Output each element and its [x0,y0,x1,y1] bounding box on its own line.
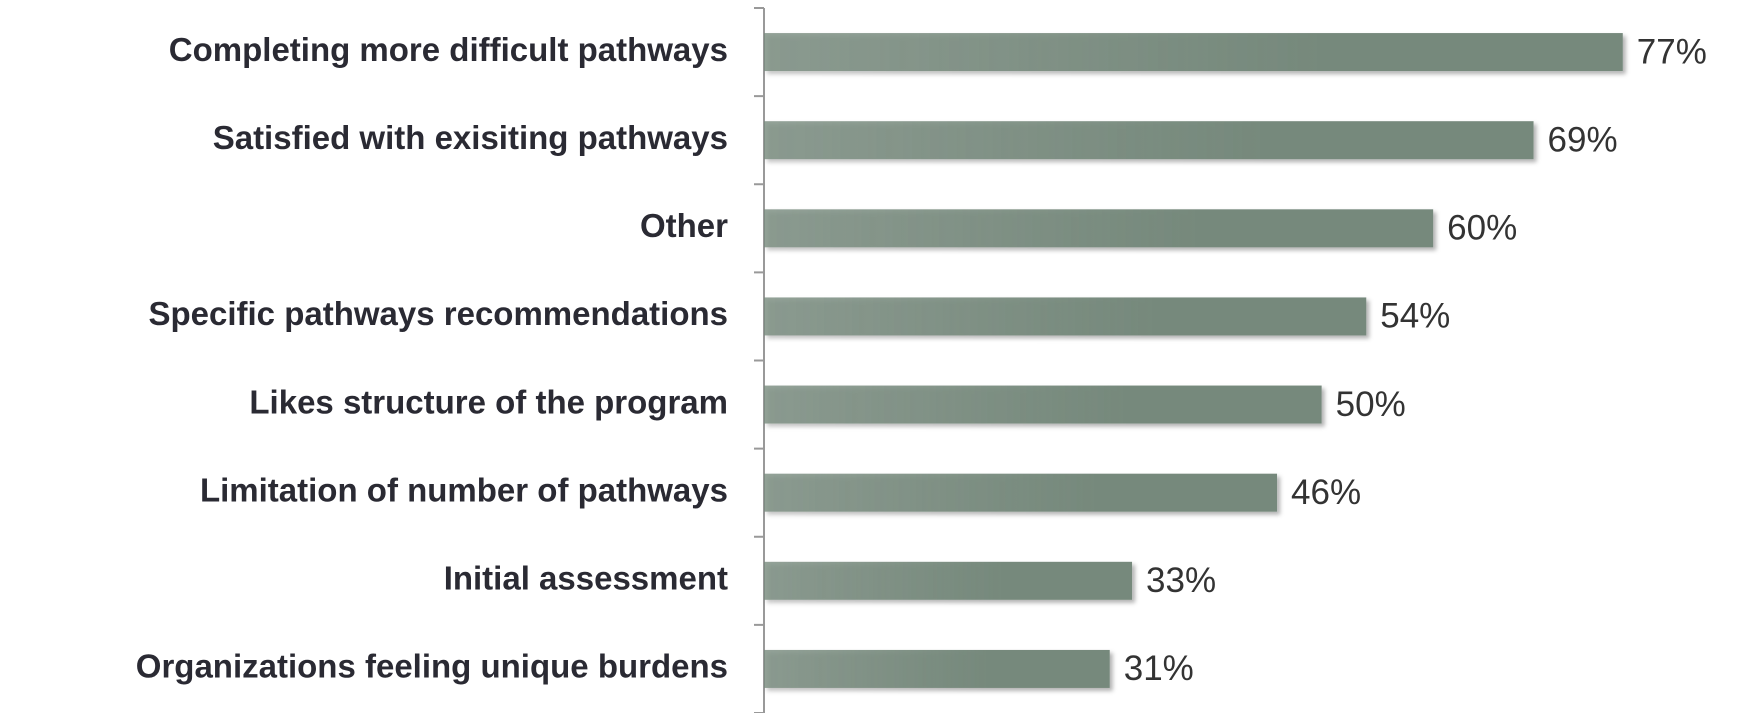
value-label: 54% [1380,297,1450,336]
category-label: Other [640,207,728,244]
bar [764,121,1534,160]
value-label: 50% [1336,385,1406,424]
bar [764,209,1434,248]
category-label: Organizations feeling unique burdens [136,648,728,685]
category-label: Limitation of number of pathways [200,471,728,508]
value-label: 77% [1637,32,1707,71]
value-label: 33% [1146,561,1216,600]
value-label: 46% [1291,473,1361,512]
category-label: Satisfied with exisiting pathways [213,119,728,156]
bar [764,33,1623,72]
bar [764,385,1322,424]
bar [764,649,1110,688]
bar [764,297,1367,336]
category-label: Completing more difficult pathways [169,31,728,68]
value-label: 31% [1124,649,1194,688]
category-label: Specific pathways recommendations [148,295,728,332]
bar [764,473,1278,512]
bar [764,561,1133,600]
category-label: Likes structure of the program [249,383,728,420]
value-label: 69% [1548,120,1618,159]
category-label: Initial assessment [444,560,728,597]
value-label: 60% [1447,209,1517,248]
